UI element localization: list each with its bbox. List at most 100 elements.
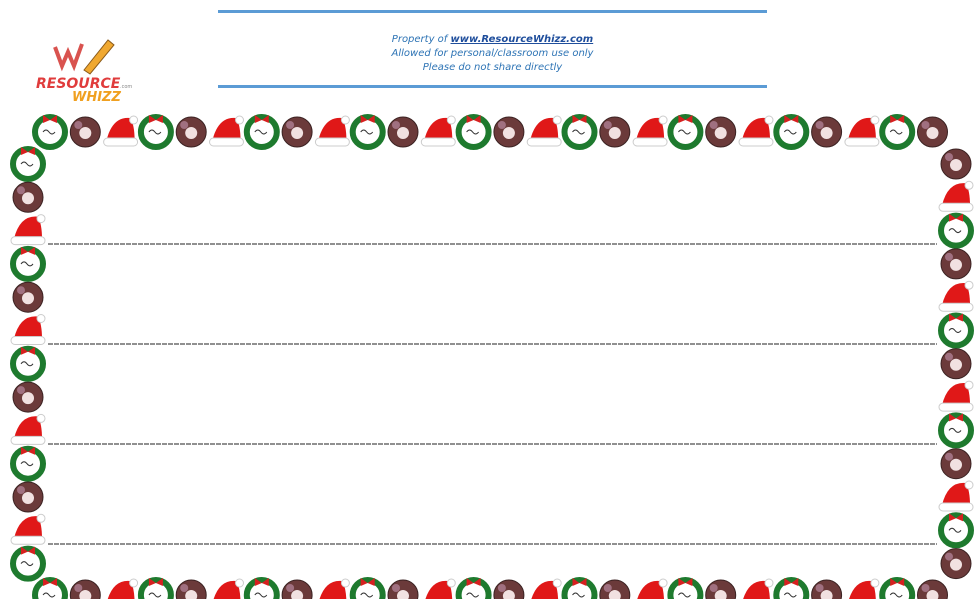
- ornament-shine: [74, 121, 83, 129]
- logo-suffix: .com: [120, 84, 132, 90]
- wreath-icon: [32, 114, 68, 150]
- wreath-icon: [879, 114, 916, 150]
- wreath-icon: [243, 114, 280, 150]
- hat-brim: [738, 137, 774, 147]
- ornament-icon: [12, 281, 44, 313]
- hat-body: [531, 580, 559, 599]
- wreath-icon: [938, 412, 974, 449]
- ornament-shine: [921, 584, 930, 592]
- hat-pom: [870, 578, 880, 588]
- wreath-bow: [949, 513, 963, 522]
- hat-body: [942, 183, 970, 206]
- ornament-shine: [286, 121, 295, 129]
- hat-icon: [10, 513, 46, 545]
- wreath-bow: [21, 147, 35, 155]
- wreath-center: [18, 353, 38, 374]
- ornament-shine: [945, 153, 953, 161]
- hat-body: [318, 117, 347, 140]
- wreath-center: [675, 585, 696, 599]
- wreath-ring: [10, 245, 46, 282]
- hat-pom: [964, 380, 974, 390]
- logo-w: [53, 43, 84, 72]
- ornament-shine: [286, 584, 295, 592]
- wreath-bow: [21, 246, 35, 255]
- hat-body: [942, 382, 970, 406]
- hat-body: [942, 283, 970, 306]
- wreath-script: [948, 228, 962, 234]
- hat-icon: [632, 115, 668, 147]
- ornament-face: [22, 192, 34, 205]
- ornament-icon: [175, 579, 207, 599]
- wreath-center: [18, 154, 38, 174]
- ornament-face: [950, 258, 962, 271]
- hat-brim: [420, 137, 456, 147]
- hat-icon: [637, 578, 668, 599]
- hat-icon: [10, 214, 46, 246]
- ornament-shine: [392, 584, 400, 592]
- hat-body: [14, 216, 42, 239]
- wreath-center: [887, 585, 908, 599]
- wreath-bow: [949, 213, 963, 222]
- ornament-icon: [940, 448, 972, 480]
- ornament-icon: [705, 579, 737, 599]
- wreath-center: [251, 585, 272, 599]
- hat-pom: [36, 214, 46, 224]
- wreath-script: [572, 129, 585, 135]
- wreath-icon: [667, 577, 704, 599]
- hat-icon: [938, 180, 974, 212]
- notice-line: Please do not share directly: [422, 62, 563, 73]
- ornament-icon: [940, 148, 972, 180]
- hat-pom: [964, 480, 974, 490]
- hat-brim: [10, 336, 46, 345]
- hat-body: [530, 117, 559, 140]
- wreath-center: [145, 122, 166, 142]
- wreath-ring: [349, 114, 386, 150]
- hat-icon: [849, 578, 880, 599]
- wreath-icon: [10, 146, 46, 182]
- wreath-script: [20, 361, 34, 367]
- hat-icon: [425, 578, 456, 599]
- ornament-face: [820, 127, 833, 139]
- hat-body: [14, 416, 42, 439]
- hat-pom: [340, 578, 350, 588]
- hat-icon: [420, 115, 456, 147]
- ornament-face: [397, 127, 409, 139]
- wreath-center: [946, 320, 966, 341]
- wreath-center: [569, 122, 590, 142]
- ornament-face: [185, 590, 198, 599]
- ornament-icon: [12, 381, 44, 413]
- ornament-shine: [945, 352, 953, 361]
- wreath-ring: [10, 146, 46, 182]
- wreath-ring: [243, 114, 280, 150]
- hat-brim: [938, 402, 974, 412]
- ornament-icon: [175, 116, 207, 148]
- hat-icon: [10, 413, 46, 445]
- hat-pom: [446, 115, 456, 125]
- ornament-face: [79, 590, 92, 599]
- wreath-icon: [879, 577, 916, 599]
- wreath-center: [145, 585, 166, 599]
- wreath-script: [889, 129, 903, 135]
- wreath-script: [572, 592, 585, 598]
- hat-brim: [938, 502, 974, 512]
- ornament-icon: [493, 116, 525, 148]
- hat-icon: [107, 578, 139, 599]
- ornament-shine: [603, 584, 612, 592]
- wreath-center: [781, 122, 802, 142]
- wreath-script: [360, 129, 374, 135]
- wreath-script: [948, 328, 962, 333]
- wreath-bow: [360, 115, 375, 123]
- hat-brim: [938, 302, 974, 312]
- hat-pom: [870, 115, 880, 125]
- hat-icon: [314, 115, 350, 147]
- hat-icon: [844, 115, 880, 147]
- wreath-bow: [949, 313, 963, 322]
- hat-body: [743, 580, 770, 599]
- ornament-face: [926, 590, 939, 599]
- site-link[interactable]: www.ResourceWhizz.com: [450, 34, 594, 45]
- hat-body: [212, 117, 241, 140]
- hat-brim: [844, 137, 880, 147]
- hat-pom: [764, 115, 774, 125]
- ornament-shine: [17, 386, 25, 395]
- wreath-center: [18, 553, 38, 574]
